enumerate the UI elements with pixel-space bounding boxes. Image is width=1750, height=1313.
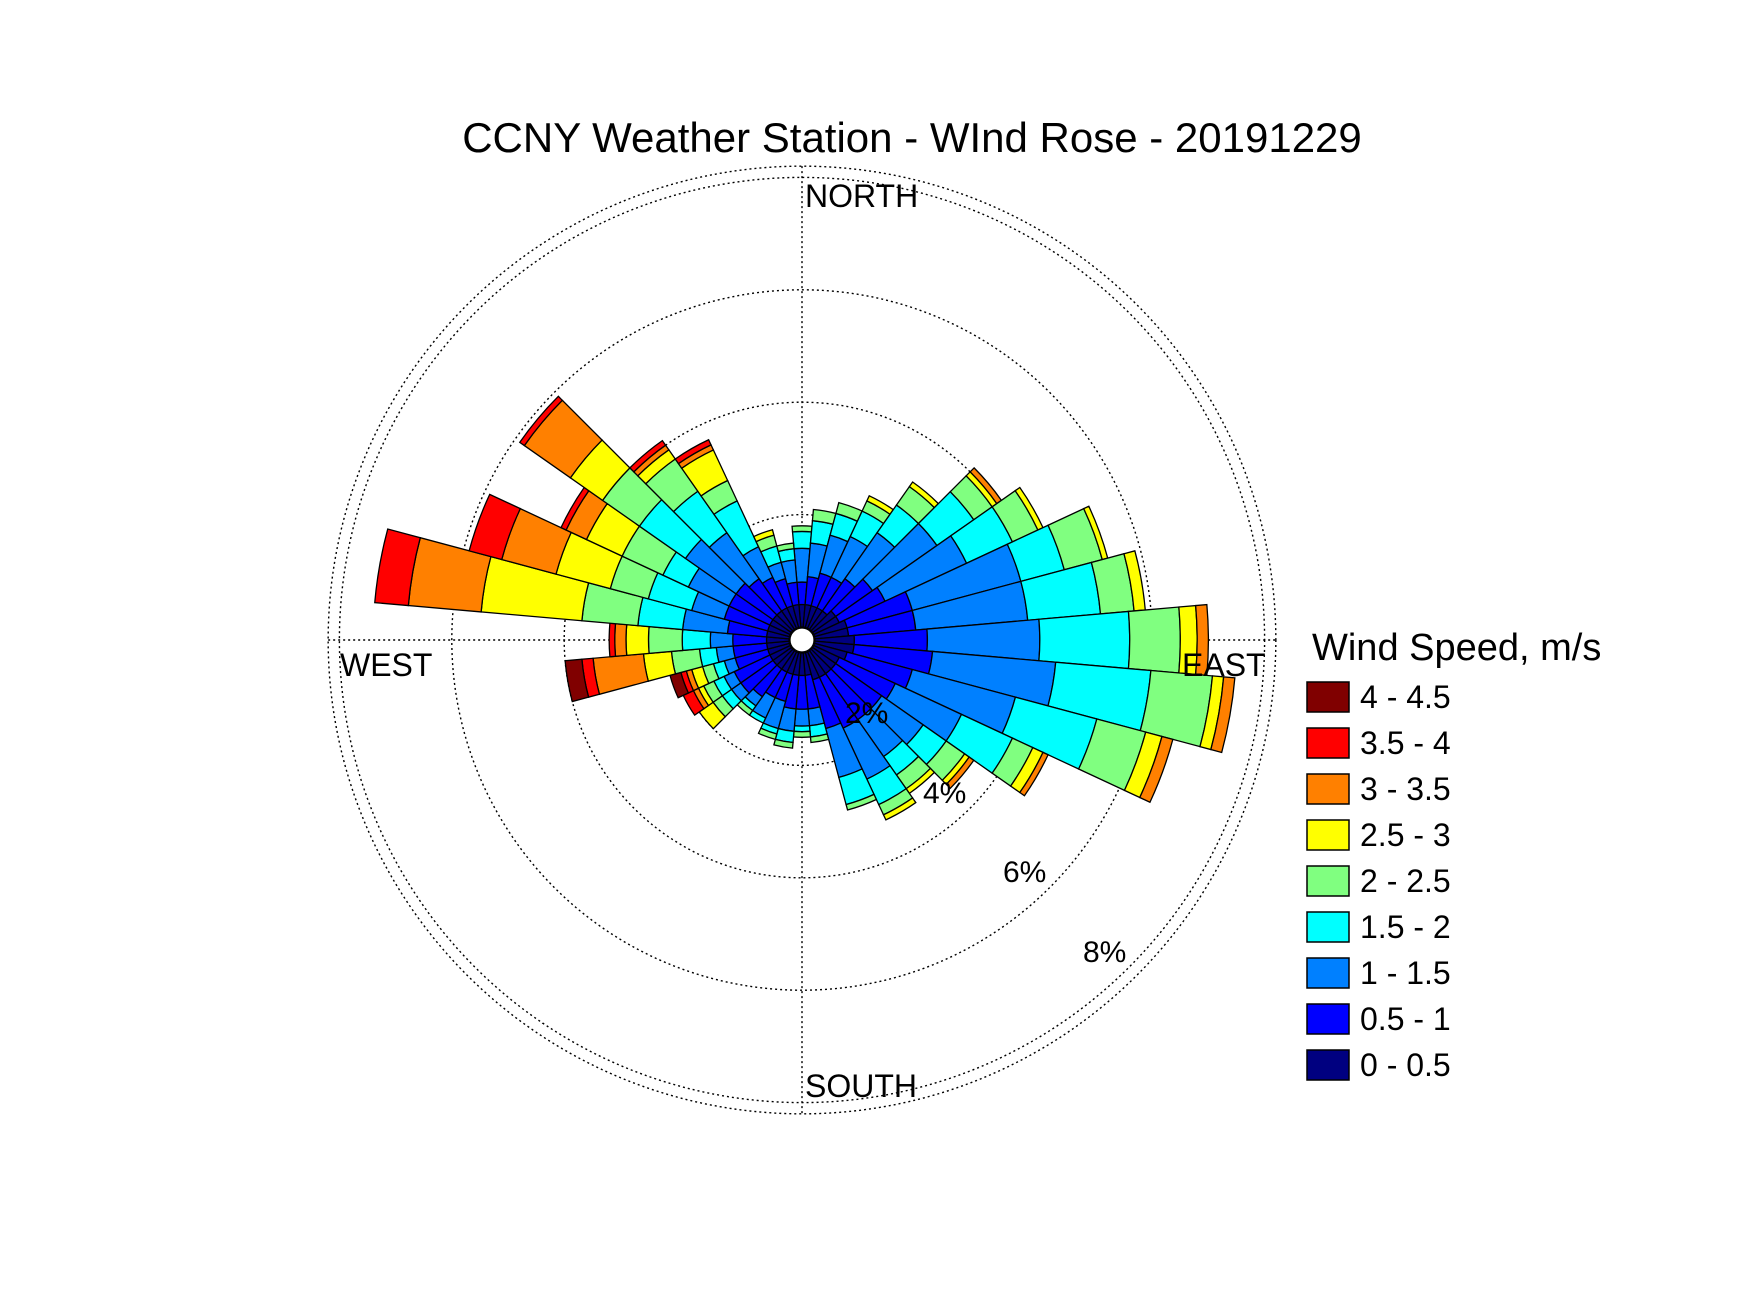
- petal-segment: [608, 622, 617, 658]
- legend-swatch: [1306, 681, 1350, 713]
- legend-items: 4 - 4.5 3.5 - 4 3 - 3.5 2.5 - 3 2 - 2.5 1.5 -…: [1306, 679, 1451, 1083]
- petal-segment: [776, 542, 795, 553]
- legend-label: 1 - 1.5: [1360, 955, 1451, 991]
- petal-segment: [647, 625, 684, 655]
- legend-label: 0.5 - 1: [1360, 1001, 1451, 1037]
- legend-swatch: [1306, 911, 1350, 943]
- petal-segment: [791, 530, 813, 550]
- radial-tick-label: 2%: [845, 697, 888, 730]
- radial-tick-label: 4%: [923, 777, 966, 810]
- petal-segment: [1138, 735, 1174, 804]
- direction-label-east: EAST: [1182, 647, 1266, 683]
- petal-segment: [1210, 676, 1236, 754]
- petal-segment: [1018, 751, 1049, 797]
- petal-segment: [757, 727, 778, 741]
- legend-label: 3.5 - 4: [1360, 725, 1451, 761]
- petal-segment: [793, 708, 811, 727]
- grid-outer-circle: [327, 165, 1277, 1115]
- petal-segment: [792, 730, 812, 738]
- chart-title: CCNY Weather Station - WInd Rose - 20191…: [462, 114, 1362, 161]
- petal-segment: [752, 528, 775, 543]
- direction-label-south: SOUTH: [805, 1068, 917, 1104]
- petal-segment: [674, 438, 712, 465]
- legend-label: 4 - 4.5: [1360, 679, 1451, 715]
- petal-segment: [845, 793, 878, 811]
- legend-swatch: [1306, 1003, 1350, 1035]
- petal-segment: [1127, 606, 1181, 674]
- direction-label-west: WEST: [340, 647, 432, 683]
- petal-segment: [628, 439, 667, 473]
- legend-swatch: [1306, 957, 1350, 989]
- legend-label: 1.5 - 2: [1360, 909, 1451, 945]
- petal-segment: [791, 525, 813, 533]
- legend-label: 0 - 0.5: [1360, 1047, 1451, 1083]
- legend-swatch: [1306, 819, 1350, 851]
- petal-segment: [592, 653, 650, 696]
- legend: Wind Speed, m/s 4 - 4.5 3.5 - 4 3 - 3.5 2.5…: [1306, 627, 1601, 1083]
- wind-rose-petals: [374, 395, 1236, 821]
- radial-tick-label: 8%: [1083, 936, 1126, 969]
- petal-segment: [564, 658, 590, 703]
- petal-segment: [793, 725, 811, 733]
- petal-segment: [614, 622, 628, 658]
- petal-segment: [882, 797, 917, 821]
- center-hole: [789, 627, 815, 653]
- radial-tick-label: 6%: [1003, 856, 1046, 889]
- direction-label-north: NORTH: [805, 178, 918, 214]
- petal-segment: [709, 631, 734, 649]
- legend-swatch: [1306, 727, 1350, 759]
- petal-segment: [518, 395, 564, 447]
- petal-segment: [625, 623, 650, 657]
- legend-swatch: [1306, 1049, 1350, 1081]
- legend-label: 3 - 3.5: [1360, 771, 1451, 807]
- petal-segment: [468, 493, 522, 561]
- legend-swatch: [1306, 773, 1350, 805]
- petal-segment: [1038, 610, 1131, 670]
- petal-segment: [374, 528, 422, 607]
- legend-swatch: [1306, 865, 1350, 897]
- petal-segment: [809, 733, 830, 744]
- petal-segment: [681, 628, 712, 652]
- legend-label: 2 - 2.5: [1360, 863, 1451, 899]
- legend-title: Wind Speed, m/s: [1312, 627, 1601, 669]
- petal-segment: [773, 738, 794, 749]
- petal-segment: [945, 756, 975, 790]
- legend-label: 2.5 - 3: [1360, 817, 1451, 853]
